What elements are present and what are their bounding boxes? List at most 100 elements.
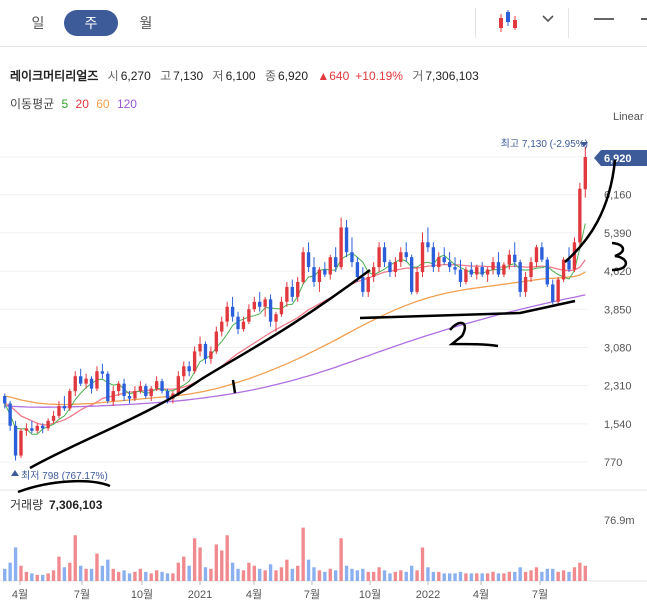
scale-label[interactable]: Linear	[613, 111, 644, 123]
low-label: 저	[212, 69, 224, 83]
volume-bar	[399, 570, 403, 581]
minus-icon[interactable]	[640, 14, 647, 28]
candle	[225, 301, 229, 327]
user-drawings	[17, 159, 628, 494]
x-tick-label: 4월	[246, 588, 262, 601]
volume-bar	[46, 573, 50, 581]
volume-label: 거	[412, 69, 424, 83]
candle	[138, 381, 143, 394]
volume-bar	[154, 570, 159, 581]
candle-body	[268, 299, 273, 322]
candle-body	[399, 252, 403, 263]
candle	[388, 259, 392, 278]
candle	[323, 262, 327, 278]
open-label: 시	[107, 69, 119, 83]
volume-bar	[214, 544, 219, 581]
x-tick-label: 7월	[74, 588, 90, 601]
volume-bar	[323, 571, 327, 581]
candle-body	[328, 257, 332, 275]
volume-bar	[89, 568, 94, 581]
candle-body	[285, 286, 289, 302]
volume-bar	[431, 571, 436, 581]
volume-bar	[420, 547, 425, 581]
volume-bar	[415, 570, 419, 581]
candle	[426, 227, 430, 253]
tab-monthly[interactable]: 월	[139, 15, 153, 31]
volume-bar	[160, 571, 164, 581]
candle	[361, 267, 365, 297]
candle-body	[209, 351, 213, 359]
volume-bar	[30, 573, 34, 581]
candlestick-icon[interactable]	[495, 8, 525, 38]
candle	[420, 232, 425, 278]
volume-bars	[3, 527, 587, 581]
candle	[160, 378, 164, 394]
volume-bar	[220, 550, 224, 581]
candle	[480, 262, 484, 278]
candle	[274, 311, 278, 332]
toolbar-divider	[568, 8, 569, 38]
volume-value: 7,306,103	[425, 69, 479, 83]
volume-bar	[8, 562, 12, 581]
candle-body	[258, 301, 262, 307]
change-value: ▲640	[317, 69, 350, 83]
volume-bar	[24, 571, 29, 581]
candle-body	[149, 388, 153, 397]
candles	[3, 146, 587, 461]
volume-bar	[192, 538, 197, 581]
candle	[154, 376, 159, 392]
high-label: 고	[160, 69, 172, 83]
candle	[339, 217, 343, 270]
ma60-line	[4, 271, 586, 406]
candle-body	[350, 252, 354, 263]
candle	[236, 311, 240, 335]
candle-body	[491, 262, 495, 270]
volume-bar	[469, 573, 474, 581]
volume-bar	[73, 535, 77, 581]
volume-bar	[361, 568, 365, 581]
candle-body	[160, 381, 164, 392]
volume-bar	[258, 568, 262, 581]
candle-body	[198, 343, 202, 352]
y-tick-label: 3,850	[604, 304, 632, 316]
candle-body	[317, 269, 322, 282]
volume-bar	[3, 568, 7, 581]
volume-bar	[62, 567, 67, 581]
x-tick-label: 7월	[304, 588, 320, 601]
volume-bar	[491, 571, 495, 581]
candle	[241, 316, 246, 332]
candle-body	[523, 277, 528, 292]
candle-body	[84, 378, 88, 384]
chevron-down-icon[interactable]	[541, 12, 555, 26]
candle	[84, 373, 88, 389]
volume-bar	[545, 568, 549, 581]
volume-bar	[388, 573, 392, 581]
volume-bar	[513, 571, 517, 581]
volume-bar	[447, 573, 452, 581]
candle	[301, 247, 305, 285]
candle	[399, 247, 403, 268]
candle-body	[106, 373, 110, 401]
candle-body	[182, 366, 186, 377]
volume-bar	[442, 573, 446, 581]
volume-bar	[529, 570, 533, 581]
ma-5: 5	[61, 97, 69, 111]
volume-bar	[51, 570, 56, 581]
candle-body	[230, 306, 235, 317]
volume-bar	[35, 574, 39, 581]
candle-body	[312, 267, 316, 282]
volume-bar	[540, 571, 544, 581]
candle-body	[344, 227, 349, 253]
candle-body	[567, 259, 571, 270]
volume-bar	[68, 562, 72, 581]
candle-body	[187, 366, 191, 372]
candle-body	[442, 257, 446, 263]
minus-icon[interactable]	[592, 14, 622, 28]
tab-daily[interactable]: 일	[31, 15, 45, 31]
candle	[518, 259, 522, 297]
volume-bar	[241, 570, 246, 581]
candle	[68, 388, 72, 411]
volume-bar	[578, 562, 582, 581]
tab-weekly[interactable]: 주	[64, 10, 118, 36]
